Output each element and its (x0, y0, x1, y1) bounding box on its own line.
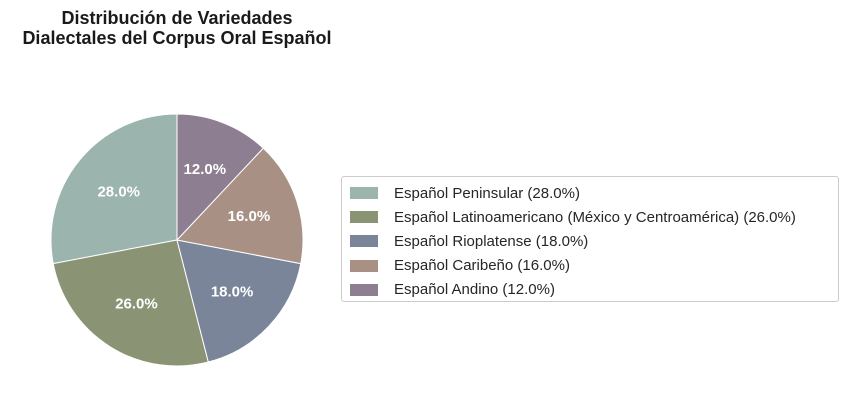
pie-slice (176, 147, 304, 265)
legend-label: Español Peninsular (28.0%) (394, 184, 580, 202)
legend-item: Español Caribeño (16.0%) (350, 254, 838, 278)
legend-label: Español Caribeño (16.0%) (394, 257, 570, 275)
legend-swatch (350, 187, 378, 200)
pie-slice (52, 239, 209, 367)
pie-slice (176, 113, 264, 242)
legend-label: Español Latinoamericano (México y Centro… (394, 208, 796, 226)
legend-item: Español Latinoamericano (México y Centro… (350, 205, 838, 229)
legend-item: Español Rioplatense (18.0%) (350, 229, 838, 253)
legend-swatch (350, 259, 378, 272)
legend-swatch (350, 235, 378, 248)
chart-title-line-1: Distribución de Variedades (61, 8, 293, 28)
pie-slice (176, 239, 302, 363)
legend-label: Español Rioplatense (18.0%) (394, 232, 589, 250)
legend-label: Español Andino (12.0%) (394, 281, 555, 299)
chart-title-line-2: Dialectales del Corpus Oral Español (22, 28, 332, 48)
slice-percent-label: 18.0% (211, 283, 254, 300)
pie-chart: 28.0% 26.0% 18.0% 16.0% 12.0% (50, 113, 304, 367)
slice-percent-label: 26.0% (115, 295, 158, 312)
legend-swatch (350, 211, 378, 224)
slice-percent-label: 12.0% (184, 161, 227, 178)
slice-percent-label: 16.0% (228, 208, 271, 225)
legend: Español Peninsular (28.0%) Español Latin… (341, 176, 839, 302)
legend-item: Español Andino (12.0%) (350, 278, 838, 302)
slice-percent-label: 28.0% (97, 183, 140, 200)
chart-title: Distribución de Variedades Dialectales d… (0, 8, 354, 48)
legend-swatch (350, 283, 378, 296)
pie-slice (50, 113, 178, 265)
legend-item: Español Peninsular (28.0%) (350, 181, 838, 205)
